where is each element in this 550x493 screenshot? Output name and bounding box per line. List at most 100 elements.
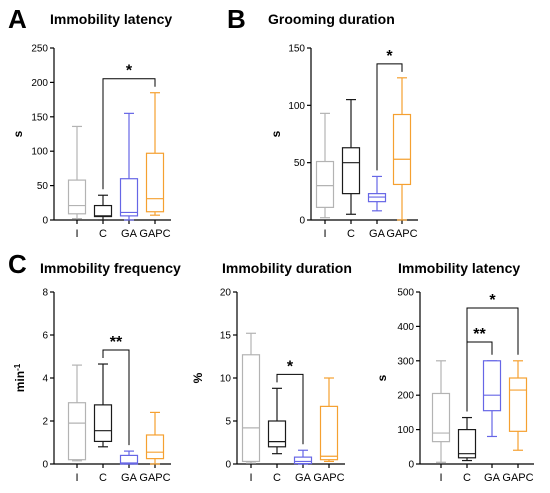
chart-title: Immobility latency	[50, 11, 172, 27]
y-tick-label: 100	[397, 425, 414, 436]
box-GA	[367, 175, 387, 212]
panel-2: B Grooming duration s 0 50 100 150 I C GA GAPC *	[227, 4, 418, 240]
y-tick-label: 0	[42, 460, 48, 471]
x-tick-label: GA	[484, 472, 501, 484]
y-tick-label: 10	[220, 374, 232, 385]
panel-letter: B	[227, 4, 246, 34]
iqr-box	[267, 420, 287, 448]
iqr-box	[145, 152, 165, 213]
y-axis-label: min-1	[13, 363, 28, 392]
y-tick-label: 0	[42, 216, 48, 227]
significance-bracket: **	[102, 334, 130, 446]
x-tick-label: I	[75, 228, 78, 240]
x-tick-label: C	[99, 472, 107, 484]
box-GAPC	[319, 377, 339, 463]
iqr-box	[457, 429, 477, 459]
x-tick-label: GA	[121, 228, 138, 240]
significance-bracket: *	[276, 358, 304, 445]
significance-label: **	[110, 334, 123, 351]
box-C	[267, 387, 287, 455]
x-tick-label: GA	[121, 472, 138, 484]
box-C	[93, 194, 113, 221]
significance-label: *	[287, 358, 294, 375]
iqr-box	[392, 113, 412, 186]
y-tick-label: 400	[397, 322, 414, 333]
y-tick-label: 8	[42, 288, 48, 299]
y-tick-label: 6	[42, 331, 48, 342]
significance-label: *	[386, 48, 393, 65]
panel-5: Immobility latency s 0 100 200 300 400 500 I C GA G…	[375, 260, 534, 484]
box-C	[93, 363, 113, 448]
iqr-box	[145, 434, 165, 460]
y-tick-label: 50	[37, 181, 49, 192]
panel-letter: A	[8, 4, 27, 34]
x-tick-label: GAPC	[139, 472, 170, 484]
bracket-line	[102, 349, 130, 446]
x-tick-label: GA	[295, 472, 312, 484]
y-tick-label: 4	[42, 374, 48, 385]
y-tick-label: 20	[220, 288, 232, 299]
x-tick-label: C	[347, 228, 355, 240]
box-C	[341, 98, 361, 215]
iqr-box	[119, 178, 139, 217]
box-I	[67, 125, 87, 220]
y-tick-label: 250	[31, 44, 48, 55]
iqr-box	[67, 402, 87, 461]
iqr-box	[93, 404, 113, 443]
y-tick-label: 50	[294, 158, 306, 169]
chart-title: Immobility latency	[398, 260, 520, 276]
bracket-line	[376, 63, 403, 171]
y-tick-label: 0	[299, 216, 305, 227]
y-tick-label: 5	[225, 417, 231, 428]
box-GA	[482, 360, 502, 438]
bracket-line	[276, 373, 304, 445]
box-I	[431, 360, 451, 463]
x-tick-label: GAPC	[502, 472, 533, 484]
y-tick-label: 500	[397, 288, 414, 299]
iqr-box	[315, 160, 335, 208]
x-tick-label: I	[75, 472, 78, 484]
box-GAPC	[145, 411, 165, 465]
iqr-box	[482, 360, 502, 412]
iqr-box	[508, 377, 528, 432]
y-axis-label: s	[375, 374, 389, 381]
y-tick-label: 0	[225, 460, 231, 471]
bracket-line	[466, 307, 519, 412]
y-tick-label: 200	[397, 391, 414, 402]
x-tick-label: C	[463, 472, 471, 484]
y-tick-label: 150	[288, 44, 305, 55]
iqr-box	[293, 456, 313, 465]
chart-title: Grooming duration	[268, 11, 395, 27]
panel-3: C Immobility frequency min-1 0 2 4 6 8 I C GA GAPC *…	[8, 249, 181, 484]
box-I	[315, 112, 335, 219]
x-tick-label: GAPC	[139, 228, 170, 240]
y-tick-label: 300	[397, 356, 414, 367]
chart-title: Immobility frequency	[40, 260, 181, 276]
y-axis-label-superscript: -1	[13, 363, 22, 371]
x-tick-label: GAPC	[386, 228, 417, 240]
iqr-box	[119, 454, 139, 465]
box-I	[241, 332, 261, 464]
box-GAPC	[392, 77, 412, 221]
y-tick-label: 15	[220, 331, 232, 342]
y-tick-label: 100	[31, 147, 48, 158]
y-axis-label: %	[191, 372, 205, 383]
x-tick-label: C	[273, 472, 281, 484]
iqr-box	[319, 405, 339, 461]
y-tick-label: 2	[42, 417, 48, 428]
y-tick-label: 150	[31, 112, 48, 123]
x-tick-label: C	[99, 228, 107, 240]
y-tick-label: 200	[31, 78, 48, 89]
box-GAPC	[508, 360, 528, 451]
significance-label: *	[489, 292, 496, 309]
panel-4: Immobility duration% 0 5 10 15 20 I C GA GAPC *	[191, 260, 352, 484]
box-GA	[119, 450, 139, 465]
iqr-box	[93, 204, 113, 218]
box-GA	[119, 112, 139, 221]
y-axis-label: s	[11, 130, 25, 137]
iqr-box	[341, 147, 361, 195]
y-tick-label: 0	[408, 460, 414, 471]
iqr-box	[431, 392, 451, 443]
significance-bracket: *	[466, 292, 519, 412]
